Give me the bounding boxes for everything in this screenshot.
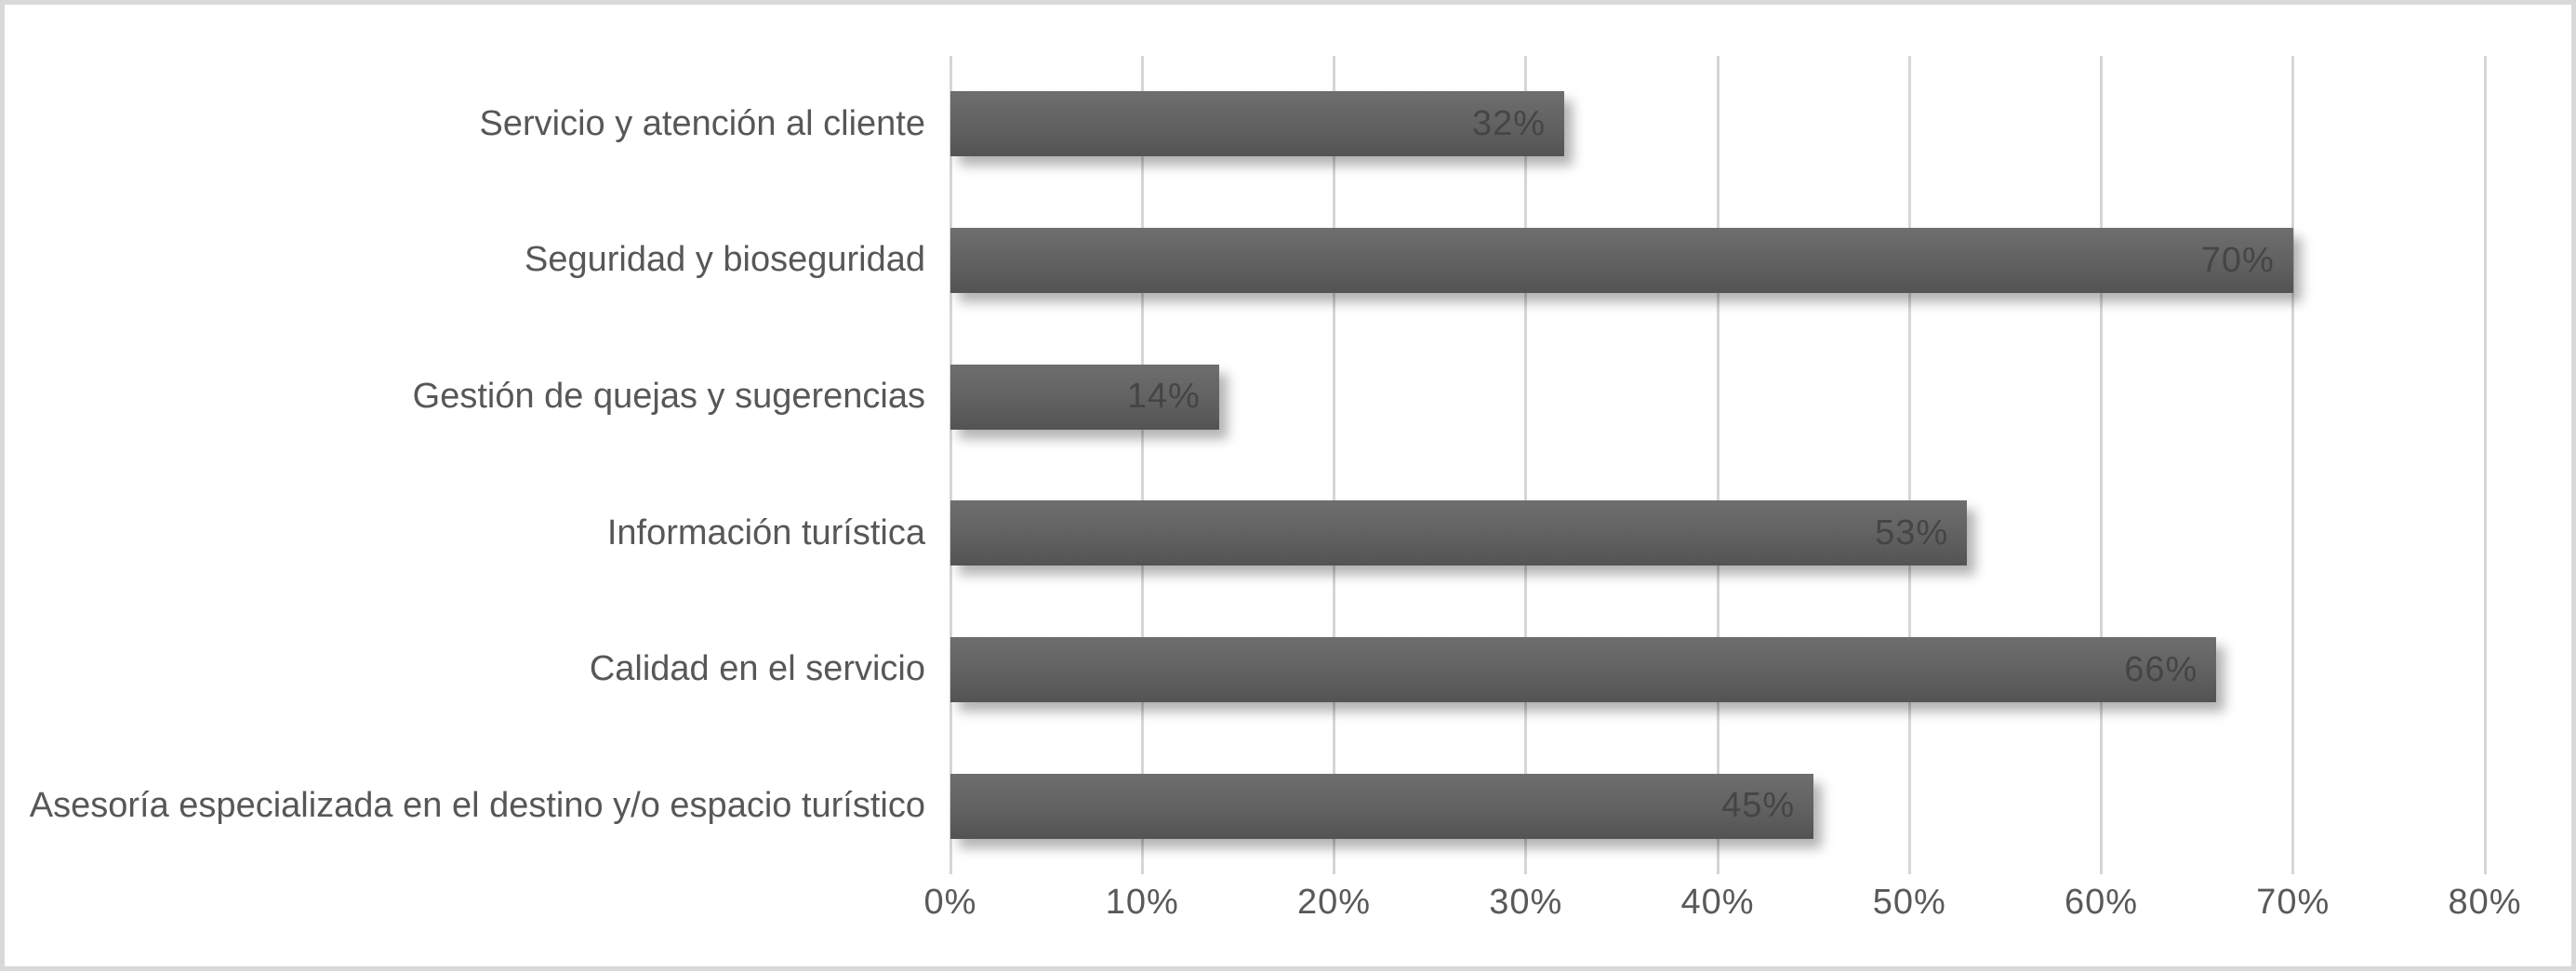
category-label: Calidad en el servicio [589,649,925,689]
plot-area: 0% 10% 20% 30% 40% 50% 60% 70% 80% Servicio y ate… [5,5,2571,966]
gridline [2483,56,2487,874]
x-axis-tick-label: 70% [2256,883,2330,922]
gridline [1140,56,1144,874]
bar: 14% [950,364,1219,430]
gridline [949,56,952,874]
x-axis-tick-label: 50% [1872,883,1946,922]
x-axis-tick-label: 10% [1105,883,1179,922]
gridline [1333,56,1335,874]
x-axis-tick-label: 30% [1489,883,1563,922]
category-label: Gestión de quejas y sugerencias [412,377,925,417]
x-axis-tick-label: 0% [923,883,977,922]
x-axis-tick-label: 60% [2064,883,2139,922]
bar-value-label: 45% [1721,786,1796,826]
gridline [2291,56,2295,874]
x-axis-tick-label: 80% [2448,883,2522,922]
bar-value-label: 14% [1126,377,1201,417]
bar: 66% [950,637,2217,702]
bar-value-label: 53% [1875,512,1949,552]
category-label: Seguridad y bioseguridad [524,240,925,280]
bar: 32% [950,91,1564,157]
gridline [1716,56,1720,874]
gridline [2100,56,2103,874]
bar: 53% [950,500,1968,566]
gridline [1524,56,1528,874]
bar: 70% [950,228,2293,293]
x-axis-tick-label: 20% [1296,883,1372,922]
category-label: Asesoría especializada en el destino y/o… [29,786,925,826]
x-axis-tick-label: 40% [1680,883,1755,922]
gridline [1907,56,1911,874]
category-label: Información turística [606,512,925,552]
bar: 45% [950,773,1814,839]
category-label: Servicio y atención al cliente [479,103,925,143]
bar-value-label: 66% [2124,649,2198,689]
bar-value-label: 70% [2200,240,2275,280]
bar-value-label: 32% [1471,103,1546,143]
